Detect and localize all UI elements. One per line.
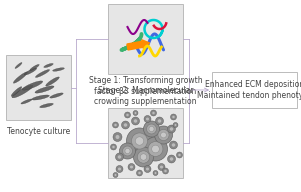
FancyBboxPatch shape — [6, 55, 71, 120]
Ellipse shape — [21, 99, 32, 104]
Circle shape — [144, 137, 167, 161]
Circle shape — [154, 126, 172, 144]
Circle shape — [134, 119, 138, 123]
Circle shape — [156, 117, 163, 125]
Circle shape — [148, 142, 163, 156]
Circle shape — [144, 121, 160, 137]
Circle shape — [161, 132, 166, 138]
Ellipse shape — [36, 70, 50, 78]
Ellipse shape — [32, 95, 49, 100]
Circle shape — [154, 172, 157, 174]
Circle shape — [150, 110, 157, 116]
Circle shape — [112, 146, 115, 148]
Text: Enhanced ECM deposition
Maintained tendon phenotype: Enhanced ECM deposition Maintained tendo… — [197, 80, 301, 100]
Circle shape — [137, 151, 150, 163]
Circle shape — [114, 174, 117, 176]
FancyArrow shape — [127, 40, 150, 50]
Ellipse shape — [12, 85, 33, 98]
Circle shape — [118, 167, 121, 171]
Ellipse shape — [22, 81, 43, 90]
Circle shape — [117, 155, 122, 159]
Circle shape — [160, 165, 163, 169]
Circle shape — [169, 157, 173, 161]
Circle shape — [116, 166, 123, 172]
Circle shape — [158, 129, 169, 141]
Circle shape — [135, 137, 144, 145]
Ellipse shape — [11, 87, 22, 96]
Circle shape — [128, 164, 135, 170]
Circle shape — [113, 172, 118, 177]
Circle shape — [115, 135, 120, 139]
Circle shape — [113, 122, 119, 128]
Circle shape — [134, 147, 154, 167]
Circle shape — [125, 148, 130, 154]
Circle shape — [119, 143, 135, 159]
Circle shape — [144, 166, 151, 172]
Circle shape — [132, 133, 147, 149]
Circle shape — [157, 119, 162, 123]
Ellipse shape — [53, 68, 64, 71]
Circle shape — [169, 141, 178, 149]
FancyBboxPatch shape — [108, 108, 183, 178]
Text: Stage 1: Transforming growth
factor β3 supplementation: Stage 1: Transforming growth factor β3 s… — [89, 76, 202, 96]
Circle shape — [152, 112, 155, 114]
Circle shape — [146, 167, 149, 171]
Circle shape — [164, 170, 167, 172]
Circle shape — [136, 170, 142, 176]
Circle shape — [163, 168, 169, 174]
Circle shape — [123, 123, 128, 127]
Circle shape — [130, 165, 133, 169]
Ellipse shape — [35, 86, 54, 93]
Circle shape — [144, 116, 151, 122]
Circle shape — [138, 171, 141, 175]
Ellipse shape — [24, 68, 37, 75]
Circle shape — [134, 112, 137, 114]
Circle shape — [133, 111, 138, 116]
Circle shape — [178, 153, 181, 156]
Ellipse shape — [15, 63, 22, 69]
Circle shape — [158, 164, 165, 170]
Text: Stage 2: Macromolecular
crowding supplementation: Stage 2: Macromolecular crowding supplem… — [94, 86, 197, 106]
Circle shape — [126, 113, 129, 117]
Circle shape — [169, 127, 173, 131]
Circle shape — [125, 112, 131, 118]
FancyBboxPatch shape — [108, 4, 183, 74]
Circle shape — [116, 153, 123, 161]
Circle shape — [167, 155, 175, 163]
Circle shape — [170, 114, 176, 120]
Ellipse shape — [44, 63, 53, 68]
FancyBboxPatch shape — [212, 72, 297, 108]
Circle shape — [123, 146, 132, 156]
Ellipse shape — [46, 77, 59, 86]
Circle shape — [146, 117, 149, 121]
Circle shape — [173, 122, 178, 127]
Circle shape — [110, 144, 116, 150]
Circle shape — [153, 170, 158, 175]
Text: Tenocyte culture: Tenocyte culture — [7, 127, 70, 136]
Ellipse shape — [30, 64, 39, 71]
Circle shape — [140, 154, 147, 160]
Circle shape — [113, 132, 122, 142]
Circle shape — [167, 125, 175, 133]
Circle shape — [147, 124, 157, 134]
Circle shape — [172, 143, 175, 147]
Circle shape — [152, 145, 159, 153]
Circle shape — [174, 124, 177, 126]
Circle shape — [126, 128, 153, 154]
Circle shape — [176, 152, 182, 158]
Circle shape — [149, 127, 154, 132]
Circle shape — [172, 116, 175, 118]
Circle shape — [132, 117, 139, 125]
Circle shape — [114, 123, 117, 127]
Ellipse shape — [50, 93, 63, 98]
Ellipse shape — [40, 103, 53, 108]
Ellipse shape — [13, 72, 28, 83]
Circle shape — [122, 121, 129, 129]
